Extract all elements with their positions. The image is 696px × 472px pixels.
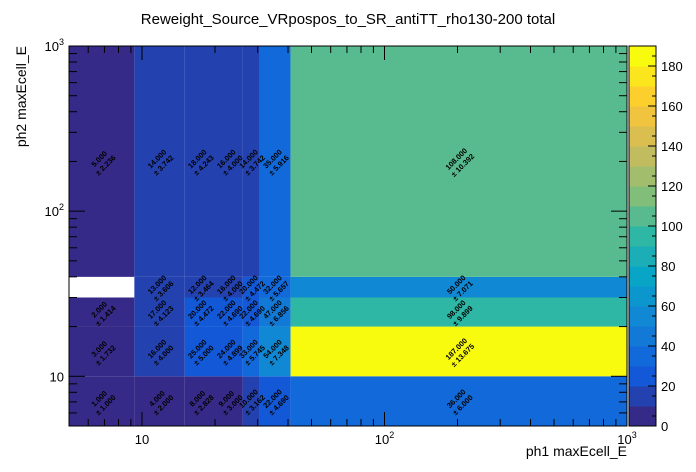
heatmap-cell: [134, 376, 185, 426]
heatmap-cell: [214, 326, 243, 377]
color-bar-band: [629, 186, 656, 207]
heatmap-cell: [184, 326, 215, 377]
heatmap-cell: [242, 297, 260, 327]
color-bar-band: [629, 46, 656, 67]
color-bar-band: [629, 326, 656, 347]
color-bar-tick-label: 60: [661, 299, 675, 314]
heatmap-cell: [290, 297, 627, 327]
heatmap-cell: [69, 46, 135, 277]
color-bar-band: [629, 226, 656, 247]
heatmap-cell: [242, 376, 260, 426]
heatmap-cell: [290, 46, 627, 277]
color-bar-tick-label: 20: [661, 379, 675, 394]
color-bar-tick-label: 100: [661, 219, 683, 234]
color-bar-band: [629, 86, 656, 107]
color-bar-band: [629, 386, 656, 407]
color-bar-tick-label: 140: [661, 139, 683, 154]
color-bar-band: [629, 366, 656, 387]
color-bar-band: [629, 286, 656, 307]
heatmap-cell: [259, 46, 291, 277]
heatmap-cell: [259, 326, 291, 377]
heatmap-cell: [214, 376, 243, 426]
color-bar-tick-label: 80: [661, 259, 675, 274]
y-axis-label: ph2 maxEcell_E: [13, 46, 29, 147]
color-bar-tick-label: 180: [661, 59, 683, 74]
heatmap-cell: [290, 276, 627, 298]
x-tick-label: 102: [375, 430, 394, 447]
heatmap-cell: [242, 326, 260, 377]
color-bar-band: [629, 346, 656, 367]
heatmap-cell: [134, 46, 185, 277]
color-bar-band: [629, 206, 656, 227]
x-tick-label: 10: [135, 432, 149, 447]
heatmap-cell: [69, 326, 135, 377]
color-bar-band: [629, 126, 656, 147]
heatmap-cell: [184, 46, 215, 277]
heatmap-cell: [242, 276, 260, 298]
color-bar-tick-label: 0: [661, 419, 668, 434]
heatmap-cell: [290, 376, 627, 426]
heatmap-cell: [259, 276, 291, 298]
heatmap-cell: [259, 376, 291, 426]
plot-frame: [68, 45, 628, 427]
color-bar-band: [629, 166, 656, 187]
heatmap-cell: [184, 276, 215, 298]
heatmap-cell: [184, 376, 215, 426]
heatmap-cell: [184, 297, 215, 327]
plot-area: [69, 46, 627, 426]
heatmap-cell: [134, 326, 185, 377]
color-bar-tick-label: 120: [661, 179, 683, 194]
color-bar-band: [629, 246, 656, 267]
color-bar-tick-label: 40: [661, 339, 675, 354]
heatmap-cell: [214, 297, 243, 327]
y-tick-label: 102: [45, 202, 64, 219]
heatmap-cell: [242, 46, 260, 277]
heatmap-cell: [290, 326, 627, 377]
heatmap-cell: [259, 297, 291, 327]
color-bar-band: [629, 266, 656, 287]
color-bar-band: [629, 106, 656, 127]
heatmap-cell: [214, 46, 243, 277]
y-tick-label: 10: [50, 369, 64, 384]
heatmap-cell: [134, 297, 185, 327]
chart-title: Reweight_Source_VRpospos_to_SR_antiTT_rh…: [141, 11, 555, 28]
color-bar-tick-label: 160: [661, 99, 683, 114]
color-bar-band: [629, 146, 656, 167]
x-axis-label: ph1 maxEcell_E: [526, 443, 627, 459]
heatmap-cell: [69, 376, 135, 426]
heatmap-cell: [69, 297, 135, 327]
color-bar-band: [629, 306, 656, 327]
heatmap-cell: [214, 276, 243, 298]
heatmap-cell: [134, 276, 185, 298]
color-bar-band: [629, 66, 656, 87]
color-scale-bar: 0 20 40 60 80 100 120 140 160 180: [628, 45, 683, 434]
y-tick-label: 103: [45, 37, 64, 54]
color-bar-band: [629, 406, 656, 427]
